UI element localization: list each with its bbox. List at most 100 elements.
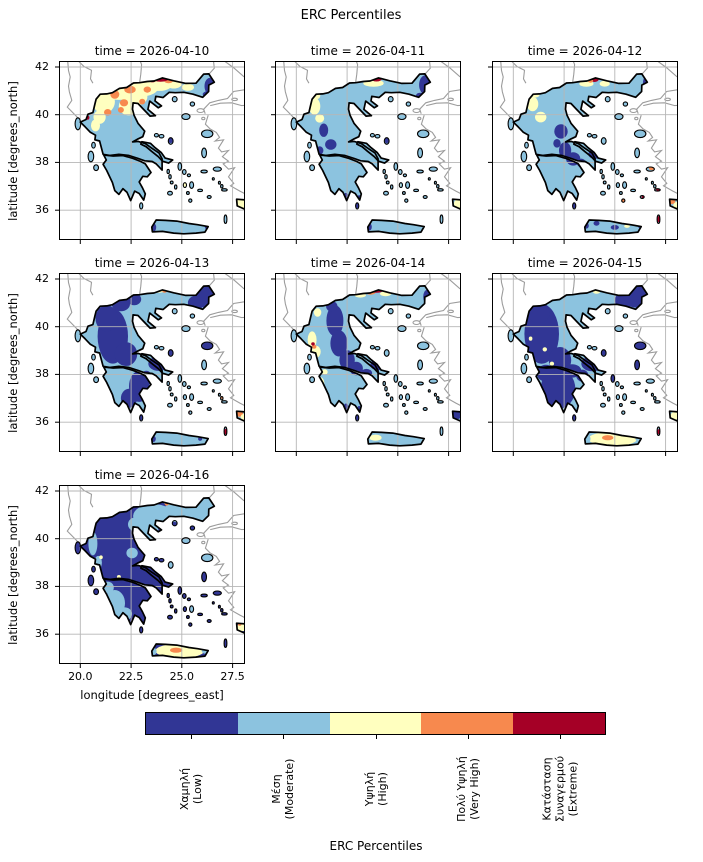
greek-islands-outline	[74, 96, 228, 225]
colorbar-title: ERC Percentiles	[329, 839, 423, 853]
figure-title: ERC Percentiles	[300, 8, 402, 23]
x-tick-label: 25.0	[169, 670, 195, 683]
panel-border	[275, 61, 461, 240]
neighbor-coastlines	[499, 273, 678, 407]
tick-marks	[55, 66, 234, 244]
map-panel-2026-04-16	[55, 485, 245, 668]
y-tick-label: 40	[35, 531, 49, 545]
colorbar-label-low: Χαμηλή (Low)	[178, 767, 205, 811]
gridlines	[275, 61, 461, 240]
panel-title-2026-04-16: time = 2026-04-16	[94, 468, 210, 482]
colorbar-segment-low	[146, 713, 238, 734]
greek-coastline	[79, 497, 245, 659]
greek-coastline	[295, 73, 461, 235]
neighbor-coastlines	[282, 61, 461, 195]
greek-islands-outline	[507, 308, 661, 437]
colorbar-tick	[467, 735, 469, 739]
tick-marks	[271, 278, 450, 456]
y-tick-label: 38	[35, 155, 49, 169]
y-tick-label: 38	[35, 579, 49, 593]
panel-border	[59, 61, 245, 240]
tick-marks	[271, 66, 450, 244]
panel-title-2026-04-10: time = 2026-04-10	[94, 44, 210, 58]
panel-title-2026-04-11: time = 2026-04-11	[310, 44, 426, 58]
gridlines	[59, 485, 245, 664]
greek-coastline	[512, 73, 678, 235]
y-tick-label: 42	[35, 271, 49, 285]
colorbar-label-moderate: Μέση (Moderate)	[270, 758, 297, 820]
map-panel-2026-04-11	[271, 61, 461, 244]
y-tick-label: 42	[35, 483, 49, 497]
gridlines	[275, 273, 461, 452]
map-panel-2026-04-12	[488, 61, 678, 244]
y-tick-label: 36	[35, 415, 49, 429]
panel-border	[59, 485, 245, 664]
greek-coastline	[79, 285, 245, 447]
colorbar-tick	[191, 735, 193, 739]
map-canvas-2026-04-16	[55, 485, 245, 668]
y-tick-label: 40	[35, 107, 49, 121]
colorbar-segment-extreme	[513, 713, 605, 734]
panel-title-2026-04-14: time = 2026-04-14	[310, 256, 426, 270]
colorbar-segment-high	[329, 713, 422, 734]
colorbar-label-high: Υψηλή (High)	[362, 771, 389, 807]
greek-islands-outline	[74, 520, 228, 649]
panel-title-2026-04-13: time = 2026-04-13	[94, 256, 210, 270]
neighbor-coastlines	[66, 485, 245, 619]
colorbar-tick	[283, 735, 285, 739]
map-canvas-2026-04-12	[488, 61, 678, 244]
greek-coastline	[79, 73, 245, 235]
map-panel-2026-04-15	[488, 273, 678, 456]
colorbar-tick	[375, 735, 377, 739]
y-tick-label: 42	[35, 59, 49, 73]
y-axis-label: latitude [degrees_north]	[6, 80, 20, 221]
colorbar	[145, 712, 606, 735]
panel-title-2026-04-15: time = 2026-04-15	[527, 256, 643, 270]
map-panel-2026-04-14	[271, 273, 461, 456]
x-tick-label: 20.0	[68, 670, 93, 683]
map-canvas-2026-04-10	[55, 61, 245, 244]
neighbor-coastlines	[66, 61, 245, 195]
gridlines	[59, 273, 245, 452]
neighbor-coastlines	[66, 273, 245, 407]
map-canvas-2026-04-15	[488, 273, 678, 456]
panel-border	[59, 273, 245, 452]
panel-border	[492, 273, 678, 452]
greek-islands-outline	[290, 96, 444, 225]
y-tick-label: 38	[35, 367, 49, 381]
map-panel-2026-04-10	[55, 61, 245, 244]
y-tick-label: 36	[35, 627, 49, 641]
map-canvas-2026-04-14	[271, 273, 461, 456]
panel-border	[275, 273, 461, 452]
map-canvas-2026-04-11	[271, 61, 461, 244]
colorbar-label-extreme: Κατάσταση Συναγερμού (Extreme)	[540, 755, 580, 823]
x-axis-label: longitude [degrees_east]	[80, 688, 224, 702]
gridlines	[492, 273, 678, 452]
map-canvas-2026-04-13	[55, 273, 245, 456]
y-tick-label: 40	[35, 319, 49, 333]
colorbar-tick	[559, 735, 561, 739]
gridlines	[59, 61, 245, 240]
colorbar-segment-moderate	[237, 713, 330, 734]
y-tick-label: 36	[35, 203, 49, 217]
gridlines	[492, 61, 678, 240]
greek-coastline	[295, 285, 461, 447]
map-panel-2026-04-13	[55, 273, 245, 456]
tick-marks	[488, 66, 667, 244]
x-tick-label: 27.5	[220, 670, 245, 683]
y-axis-label: latitude [degrees_north]	[6, 292, 20, 433]
panel-title-2026-04-12: time = 2026-04-12	[527, 44, 643, 58]
tick-marks	[55, 278, 234, 456]
colorbar-label-very-high: Πολύ Υψηλή (Very High)	[454, 756, 481, 822]
panel-border	[492, 61, 678, 240]
greek-islands-outline	[290, 308, 444, 437]
tick-marks	[55, 490, 234, 668]
y-axis-label: latitude [degrees_north]	[6, 504, 20, 645]
neighbor-coastlines	[499, 61, 678, 195]
greek-islands-outline	[74, 308, 228, 437]
greek-islands-outline	[507, 96, 661, 225]
neighbor-coastlines	[282, 273, 461, 407]
tick-marks	[488, 278, 667, 456]
x-tick-label: 22.5	[118, 670, 144, 683]
